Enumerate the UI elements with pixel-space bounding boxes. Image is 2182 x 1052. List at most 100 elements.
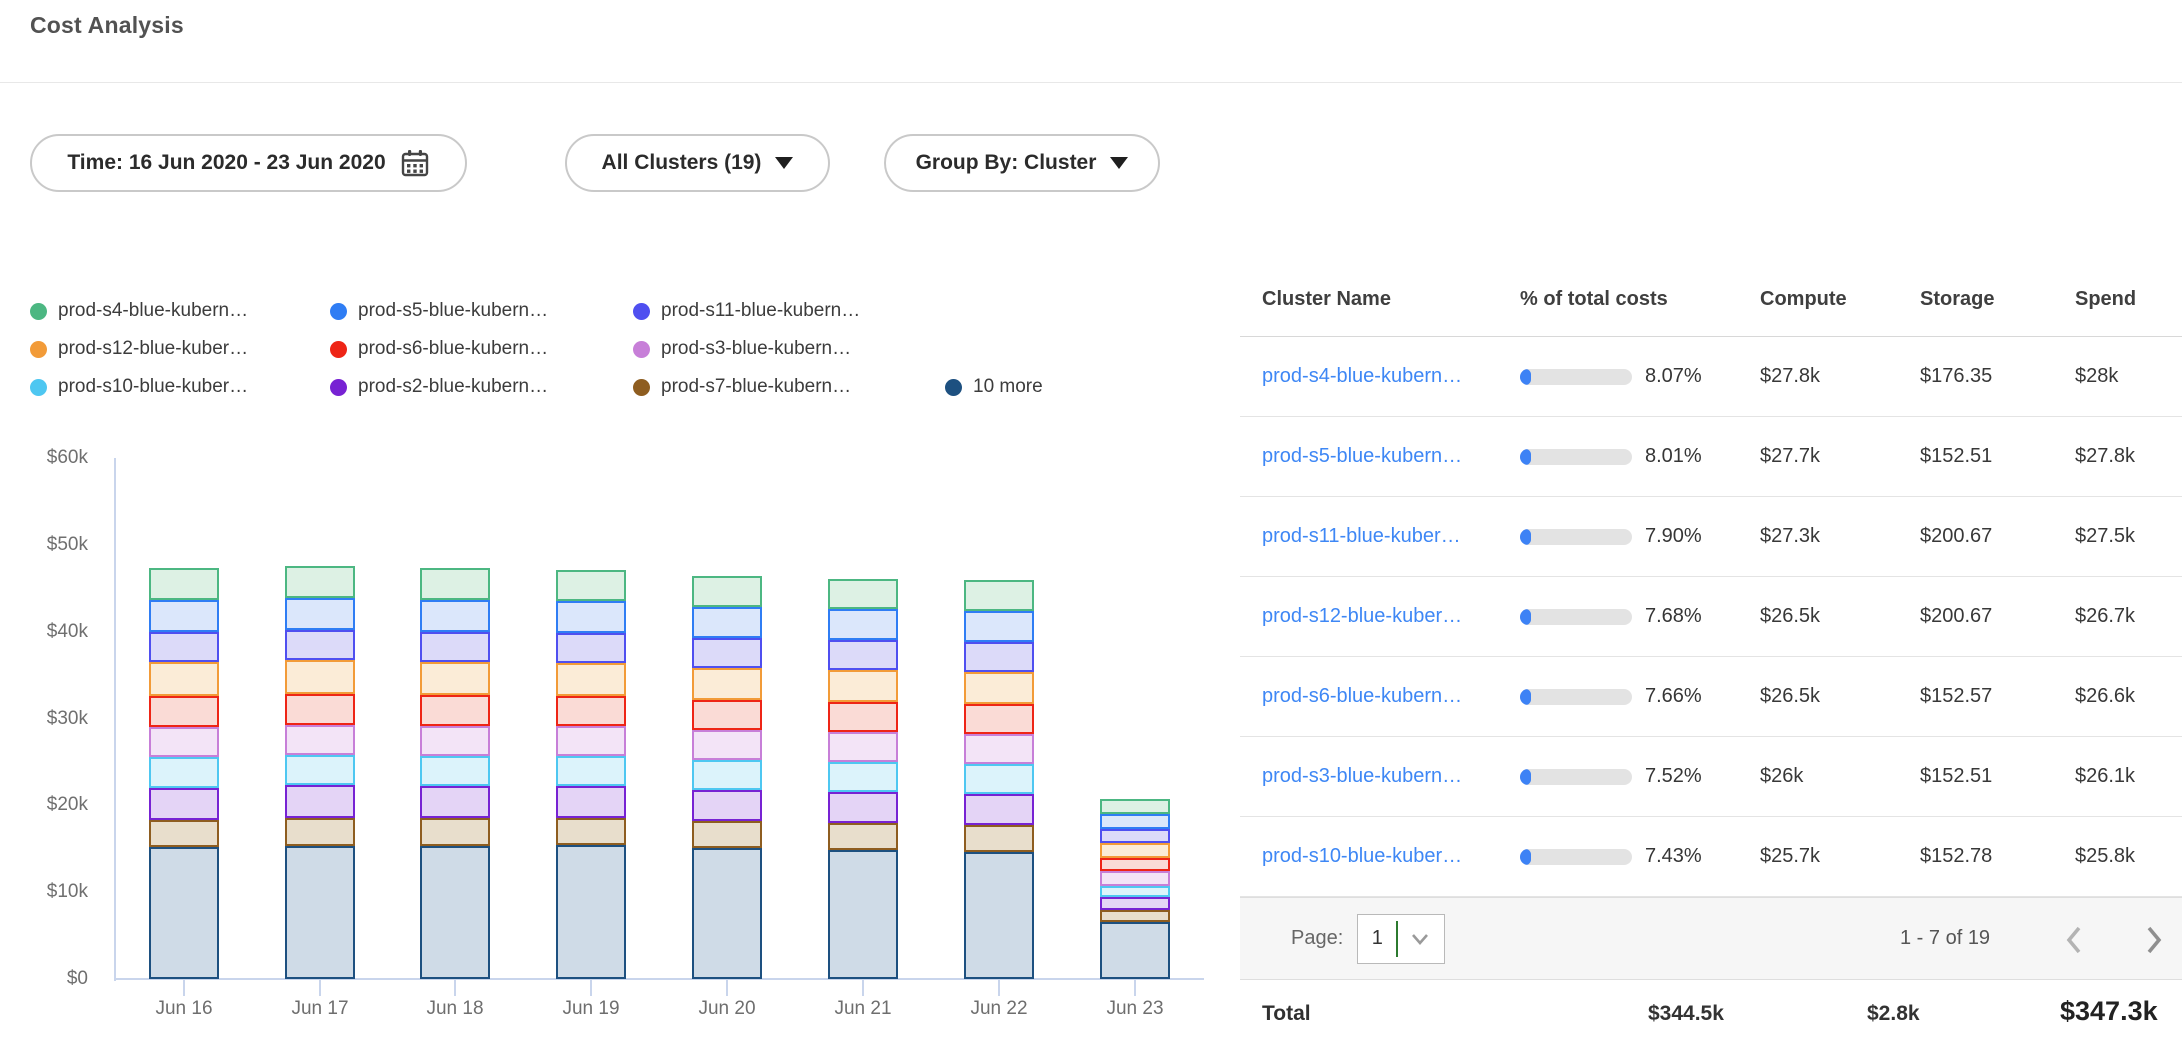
spend-value: $25.8k: [2075, 845, 2182, 868]
legend-series-label: prod-s3-blue-kubern…: [661, 338, 851, 360]
bar-segment: [556, 663, 626, 696]
page-select[interactable]: 1: [1357, 914, 1445, 964]
total-spend: $347.3k: [2060, 996, 2158, 1027]
table-row: prod-s5-blue-kubern…8.01%$27.7k$152.51$2…: [1240, 417, 2182, 497]
header-divider: [0, 82, 2182, 83]
y-axis-line: [114, 458, 116, 981]
bar-segment: [692, 790, 762, 821]
bar-segment: [964, 794, 1034, 825]
bar-segment: [556, 601, 626, 633]
legend-color-dot: [633, 303, 650, 320]
legend-item: prod-s4-blue-kubern…: [30, 292, 330, 330]
spend-value: $26.7k: [2075, 605, 2182, 628]
y-axis-tick-label: $0: [6, 968, 88, 990]
next-page-icon[interactable]: [2143, 924, 2165, 956]
legend-color-dot: [30, 303, 47, 320]
bar-segment: [149, 847, 219, 979]
cost-analysis-page: Cost Analysis Time: 16 Jun 2020 - 23 Jun…: [0, 0, 2182, 1052]
cluster-name-link[interactable]: prod-s11-blue-kuber…: [1262, 525, 1520, 548]
pct-cell: 7.66%: [1520, 685, 1760, 708]
y-axis-tick-label: $20k: [6, 794, 88, 816]
legend-color-dot: [330, 303, 347, 320]
pct-progress-fill: [1520, 609, 1531, 625]
bar-segment: [828, 609, 898, 640]
chevron-down-icon: [775, 157, 793, 169]
pct-value: 8.07%: [1645, 365, 1702, 388]
bar-segment: [420, 662, 490, 695]
x-axis-tick: [590, 980, 592, 996]
y-axis-tick-label: $10k: [6, 881, 88, 903]
pct-progress-fill: [1520, 769, 1531, 785]
x-axis-tick: [726, 980, 728, 996]
bar-segment: [285, 785, 355, 818]
pct-value: 7.52%: [1645, 765, 1702, 788]
col-header-storage: Storage: [1920, 288, 2075, 311]
table-header-row: Cluster Name % of total costs Compute St…: [1240, 262, 2182, 337]
page-select-value: 1: [1358, 927, 1396, 950]
group-by-dropdown[interactable]: Group By: Cluster: [884, 134, 1160, 192]
cluster-name-link[interactable]: prod-s10-blue-kuber…: [1262, 845, 1520, 868]
bar-segment: [828, 579, 898, 609]
bar-segment: [964, 852, 1034, 979]
x-axis-tick: [1134, 980, 1136, 996]
bar-segment: [828, 792, 898, 823]
spend-value: $27.8k: [2075, 445, 2182, 468]
bar-segment: [964, 704, 1034, 734]
bar-segment: [420, 568, 490, 600]
bar-segment: [149, 600, 219, 632]
storage-value: $152.78: [1920, 845, 2075, 868]
x-axis-tick: [319, 980, 321, 996]
table-row: prod-s6-blue-kubern…7.66%$26.5k$152.57$2…: [1240, 657, 2182, 737]
pct-value: 7.68%: [1645, 605, 1702, 628]
x-axis-label: Jun 22: [939, 998, 1059, 1020]
y-axis-tick-label: $50k: [6, 534, 88, 556]
legend-item: prod-s11-blue-kubern…: [633, 292, 945, 330]
time-range-filter[interactable]: Time: 16 Jun 2020 - 23 Jun 2020: [30, 134, 467, 192]
compute-value: $27.3k: [1760, 525, 1920, 548]
bar-segment: [692, 668, 762, 700]
compute-value: $26.5k: [1760, 605, 1920, 628]
legend-series-label: prod-s7-blue-kubern…: [661, 376, 851, 398]
cost-table: Cluster Name % of total costs Compute St…: [1240, 262, 2182, 1051]
x-axis-label: Jun 16: [124, 998, 244, 1020]
bar-segment: [692, 638, 762, 668]
bar-segment: [1100, 858, 1170, 871]
bar-segment: [828, 732, 898, 762]
cluster-name-link[interactable]: prod-s5-blue-kubern…: [1262, 445, 1520, 468]
bar-segment: [828, 702, 898, 732]
time-range-label: Time: 16 Jun 2020 - 23 Jun 2020: [67, 151, 385, 175]
table-row: prod-s10-blue-kuber…7.43%$25.7k$152.78$2…: [1240, 817, 2182, 897]
bar-segment: [1100, 829, 1170, 843]
prev-page-icon[interactable]: [2063, 924, 2085, 956]
cluster-name-link[interactable]: prod-s3-blue-kubern…: [1262, 765, 1520, 788]
cluster-name-link[interactable]: prod-s6-blue-kubern…: [1262, 685, 1520, 708]
clusters-filter-dropdown[interactable]: All Clusters (19): [565, 134, 830, 192]
bar-segment: [964, 642, 1034, 672]
bar-segment: [149, 632, 219, 662]
bar-segment: [692, 848, 762, 979]
legend-series-label: prod-s6-blue-kubern…: [358, 338, 548, 360]
bar-segment: [285, 598, 355, 630]
text-cursor: [1396, 921, 1398, 957]
bar-segment: [692, 760, 762, 790]
pct-progress-fill: [1520, 849, 1531, 865]
bar-segment: [420, 695, 490, 726]
bar-segment: [828, 640, 898, 670]
bar-segment: [420, 786, 490, 818]
legend-color-dot: [330, 341, 347, 358]
cluster-name-link[interactable]: prod-s12-blue-kuber…: [1262, 605, 1520, 628]
legend-item: prod-s3-blue-kubern…: [633, 330, 945, 368]
spend-value: $26.6k: [2075, 685, 2182, 708]
pct-cell: 7.52%: [1520, 765, 1760, 788]
bar-segment: [149, 757, 219, 788]
col-header-spend: Spend: [2075, 288, 2182, 311]
pagination-bar: Page: 1 1 - 7 of 19: [1240, 897, 2182, 980]
bar-segment: [1100, 799, 1170, 814]
cluster-name-link[interactable]: prod-s4-blue-kubern…: [1262, 365, 1520, 388]
chart-legend: prod-s4-blue-kubern…prod-s5-blue-kubern……: [30, 292, 1043, 406]
table-total-row: Total $344.5k $2.8k $347.3k: [1240, 980, 2182, 1051]
pct-value: 7.90%: [1645, 525, 1702, 548]
storage-value: $152.51: [1920, 765, 2075, 788]
legend-item: prod-s6-blue-kubern…: [330, 330, 633, 368]
bar-segment: [692, 821, 762, 848]
